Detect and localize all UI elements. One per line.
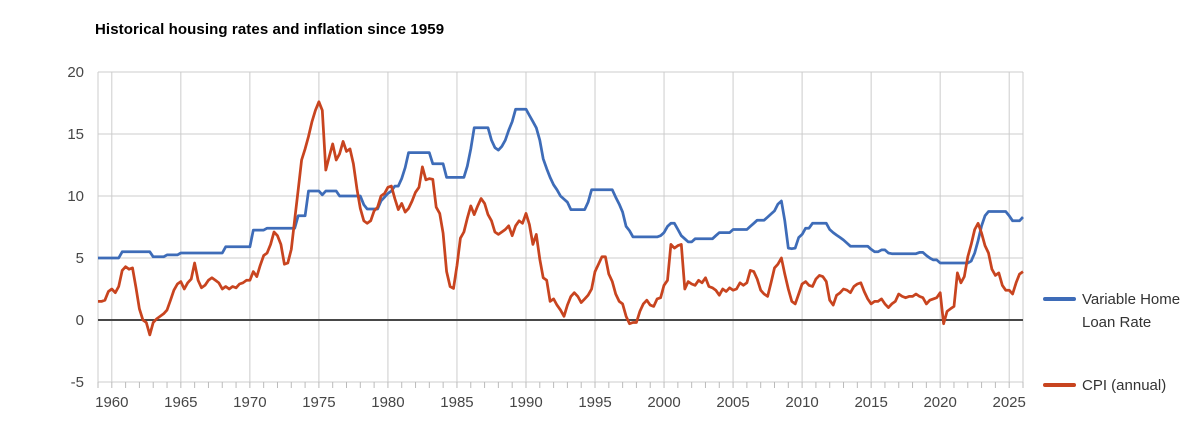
legend-label-variable-home-loan-rate: Variable Home Loan Rate bbox=[1082, 291, 1181, 331]
y-tick-label: 10 bbox=[67, 188, 84, 205]
x-tick-label: 1965 bbox=[164, 394, 197, 411]
x-tick-label: 2020 bbox=[923, 394, 956, 411]
x-tick-label: 1980 bbox=[371, 394, 404, 411]
chart-title: Historical housing rates and inflation s… bbox=[95, 21, 445, 38]
x-tick-label: 1985 bbox=[440, 394, 473, 411]
x-tick-label: 1970 bbox=[233, 394, 266, 411]
legend-label-cpi-annual: CPI (annual) bbox=[1082, 377, 1167, 394]
x-tick-label: 2005 bbox=[716, 394, 749, 411]
legend-line-swatch-cpi-annual bbox=[1043, 383, 1076, 387]
x-tick-label: 1975 bbox=[302, 394, 335, 411]
y-tick-label: 5 bbox=[76, 250, 84, 267]
x-tick-label: 1995 bbox=[578, 394, 611, 411]
series-line-cpi-annual bbox=[98, 100, 1024, 337]
x-tick-label: 2025 bbox=[993, 394, 1026, 411]
legend-line-swatch-variable-home-loan-rate bbox=[1043, 297, 1076, 301]
y-tick-label: 20 bbox=[67, 64, 84, 81]
x-tick-label: 2000 bbox=[647, 394, 680, 411]
x-tick-label: 1990 bbox=[509, 394, 542, 411]
y-tick-label: 0 bbox=[76, 312, 84, 329]
y-tick-label: 15 bbox=[67, 126, 84, 143]
y-tick-label: -5 bbox=[71, 374, 84, 391]
series-line-variable-home-loan-rate bbox=[98, 107, 1024, 265]
x-tick-label: 2010 bbox=[785, 394, 818, 411]
x-tick-label: 2015 bbox=[854, 394, 887, 411]
x-tick-label: 1960 bbox=[95, 394, 128, 411]
